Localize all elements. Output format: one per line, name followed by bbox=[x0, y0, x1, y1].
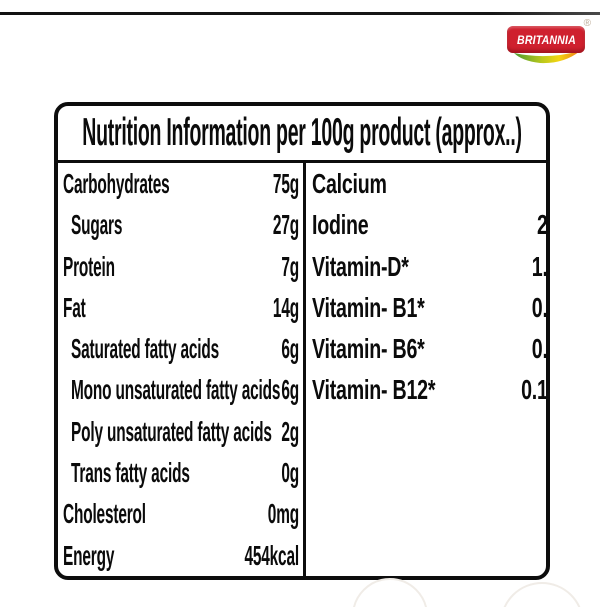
nutrient-label: Vitamin- B12* bbox=[312, 374, 436, 406]
registered-trademark-icon: ® bbox=[583, 18, 591, 29]
nutrient-value: 7g bbox=[281, 250, 299, 282]
britannia-logo: BRITANNIA ® bbox=[507, 18, 591, 71]
nutrient-value: 454kcal bbox=[244, 539, 299, 571]
row-calcium: Calcium 90mg bbox=[306, 163, 550, 204]
nutrient-label: Vitamin- B6* bbox=[312, 333, 425, 365]
nutrient-label: Carbohydrates bbox=[63, 168, 170, 199]
nutrient-value: 90mg bbox=[548, 163, 550, 204]
row-vitamin-b12: Vitamin- B12* 0.15mcg bbox=[306, 369, 548, 410]
nutrient-label: Sugars bbox=[71, 209, 123, 241]
nutrient-label: Energy bbox=[63, 539, 115, 571]
nutrient-value: 14g bbox=[272, 291, 299, 323]
nutrient-value: 25mcg bbox=[537, 209, 548, 241]
britannia-logo-box: BRITANNIA ® bbox=[507, 18, 591, 53]
row-poly-unsaturated-fatty-acids: Poly unsaturated fatty acids 2g bbox=[58, 411, 303, 452]
row-carbohydrates: Carbohydrates 75g bbox=[58, 163, 303, 204]
nutrient-value: 0.30mg bbox=[531, 333, 548, 365]
nutrition-table-header: Nutrition Information per 100g product (… bbox=[58, 106, 546, 163]
nutrient-label: Vitamin- B1* bbox=[312, 291, 425, 323]
nutrient-label: Protein bbox=[63, 250, 115, 282]
nutrient-label: Vitamin-D* bbox=[312, 250, 409, 282]
nutrient-label: Trans fatty acids bbox=[71, 457, 190, 489]
row-protein: Protein 7g bbox=[58, 246, 303, 287]
nutrient-value: 0.18mg bbox=[531, 291, 548, 323]
nutrient-value: 0.15mcg bbox=[521, 374, 548, 406]
nutrient-value: 6g bbox=[281, 333, 299, 365]
brand-swoosh-icon bbox=[507, 50, 585, 71]
nutrient-value: 6g bbox=[281, 374, 299, 406]
nutrient-label: Poly unsaturated fatty acids bbox=[71, 415, 272, 447]
nutrient-label: Cholesterol bbox=[63, 498, 146, 530]
nutrition-left-column: Carbohydrates 75g Sugars 27g Protein 7g … bbox=[58, 163, 303, 576]
nutrient-label: Fat bbox=[63, 291, 86, 323]
row-fat: Fat 14g bbox=[58, 287, 303, 328]
background-arc bbox=[352, 578, 428, 607]
row-sugars: Sugars 27g bbox=[58, 204, 303, 245]
row-vitamin-b6: Vitamin- B6* 0.30mg bbox=[306, 328, 548, 369]
nutrition-table-body: Carbohydrates 75g Sugars 27g Protein 7g … bbox=[58, 163, 546, 576]
nutrient-value: 27g bbox=[272, 209, 299, 241]
row-saturated-fatty-acids: Saturated fatty acids 6g bbox=[58, 328, 303, 369]
nutrient-value: 0mg bbox=[267, 498, 299, 530]
background-arc bbox=[500, 582, 584, 607]
nutrient-value: 0g bbox=[281, 457, 299, 489]
top-divider-line bbox=[0, 12, 600, 15]
row-mono-unsaturated-fatty-acids: Mono unsaturated fatty acids 6g bbox=[58, 369, 303, 410]
nutrient-value: 2g bbox=[281, 415, 299, 447]
row-energy: Energy 454kcal bbox=[58, 535, 303, 576]
nutrient-value: 1.5mcg bbox=[531, 250, 548, 282]
nutrient-label: Iodine bbox=[312, 209, 369, 241]
nutrition-title: Nutrition Information per 100g product (… bbox=[82, 111, 522, 154]
row-iodine: Iodine 25mcg bbox=[306, 204, 548, 245]
row-vitamin-b1: Vitamin- B1* 0.18mg bbox=[306, 287, 548, 328]
nutrient-value: 75g bbox=[272, 168, 299, 199]
brand-name: BRITANNIA bbox=[516, 32, 576, 47]
nutrition-table: Nutrition Information per 100g product (… bbox=[54, 102, 550, 580]
nutrient-label: Calcium bbox=[312, 168, 387, 199]
nutrition-right-column: Calcium 90mg Iodine 25mcg Vitamin-D* 1.5… bbox=[303, 163, 550, 576]
row-vitamin-d: Vitamin-D* 1.5mcg bbox=[306, 246, 548, 287]
nutrient-label: Saturated fatty acids bbox=[71, 333, 220, 365]
row-cholesterol: Cholesterol 0mg bbox=[58, 493, 303, 534]
row-trans-fatty-acids: Trans fatty acids 0g bbox=[58, 452, 303, 493]
nutrient-label: Mono unsaturated fatty acids bbox=[71, 374, 281, 406]
